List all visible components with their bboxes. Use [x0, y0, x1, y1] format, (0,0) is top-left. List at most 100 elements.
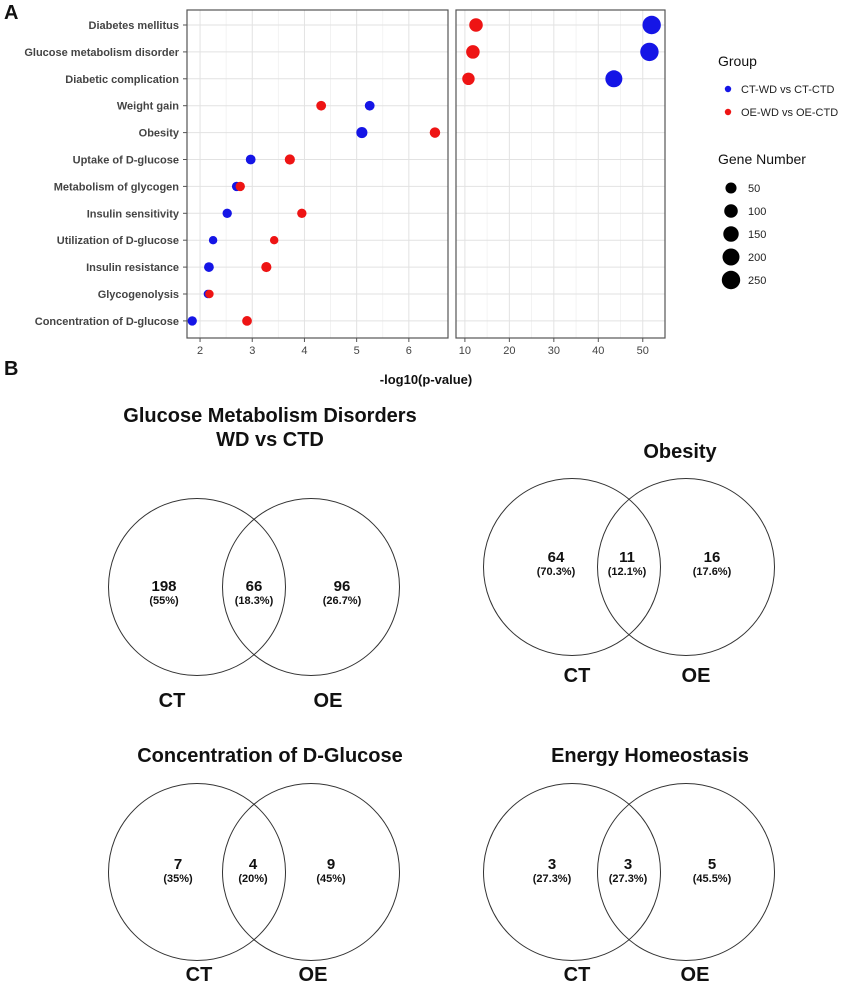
y-tick-label: Insulin sensitivity [87, 208, 180, 220]
venn-left-only: 7 (35%) [163, 856, 193, 886]
venn-left-only: 3 (27.3%) [533, 856, 572, 886]
venn-title-line1: Obesity [643, 441, 717, 463]
venn-count: 96 [333, 578, 351, 595]
venn-pct: (45.5%) [692, 873, 732, 885]
x-tick-label: 10 [459, 345, 471, 357]
panel-label-a: A [4, 2, 19, 24]
data-point [208, 235, 218, 245]
data-point [261, 262, 272, 273]
venn-count: 3 [623, 856, 633, 873]
venn-count: 64 [547, 549, 565, 566]
venn-right-only: 96 (26.7%) [322, 578, 362, 608]
y-tick-label: Concentration of D-glucose [35, 316, 179, 328]
venn-title-line2: WD vs CTD [216, 429, 324, 451]
venn-title: Energy Homeostasis [480, 744, 820, 768]
venn-count: 66 [245, 578, 263, 595]
venn-circle-oe [222, 783, 400, 961]
legend-key [724, 85, 732, 93]
x-tick-label: 20 [503, 345, 515, 357]
venn-set-label-oe: OE [313, 690, 343, 712]
venn-title: Concentration of D-Glucose [80, 744, 460, 768]
venn-title: Obesity [510, 440, 850, 464]
x-tick-label: 4 [301, 345, 307, 357]
legend-key [724, 108, 732, 116]
venn-pct: (20%) [238, 873, 268, 885]
legend-label: OE-WD vs OE-CTD [741, 107, 838, 119]
data-point [284, 154, 295, 165]
x-axis-label: -log10(p-value) [380, 372, 472, 387]
panel-label-b: B [4, 358, 19, 380]
legend-size-label: 100 [748, 206, 766, 218]
data-point [364, 100, 375, 111]
venn-pct: (17.6%) [692, 566, 732, 578]
y-tick-label: Weight gain [117, 101, 179, 113]
venn-pct: (27.3%) [608, 873, 648, 885]
data-point [187, 316, 197, 326]
venn-left-only: 198 (55%) [149, 578, 178, 608]
venn-circle-oe [222, 498, 400, 676]
data-point [462, 72, 475, 86]
y-tick-label: Glucose metabolism disorder [24, 47, 179, 59]
venn-circle-oe [597, 478, 775, 656]
venn-count: 3 [547, 856, 557, 873]
data-point [242, 316, 252, 326]
data-point [204, 262, 214, 272]
venn-count: 16 [703, 549, 721, 566]
legend-size-key [721, 270, 741, 290]
data-point [235, 181, 245, 192]
venn-set-label-oe: OE [681, 665, 711, 687]
y-tick-label: Diabetic complication [65, 74, 179, 86]
legend-size-title: Gene Number [718, 151, 806, 167]
data-point [640, 42, 659, 62]
venn-overlap: 11 (12.1%) [608, 550, 647, 579]
venn-set-label-oe: OE [680, 964, 710, 986]
venn-pct: (26.7%) [322, 595, 362, 607]
y-tick-label: Insulin resistance [86, 262, 179, 274]
legend-size-label: 200 [748, 252, 766, 264]
y-tick-label: Diabetes mellitus [89, 20, 179, 32]
venn-pct: (35%) [163, 873, 193, 885]
data-point [245, 154, 256, 165]
legend-label: CT-WD vs CT-CTD [741, 84, 835, 96]
data-point [466, 45, 480, 59]
panel-background [456, 10, 665, 338]
dot-plot-chart: 2 3 4 5 6 10 20 30 40 50 Diabetes mellitus Glucose … [24, 9, 838, 387]
legend-size-label: 150 [748, 229, 766, 241]
venn-right-only: 16 (17.6%) [692, 549, 732, 579]
legend-size-key [723, 226, 739, 242]
venn-left-only: 64 (70.3%) [537, 549, 576, 579]
data-point [356, 127, 368, 139]
data-point [316, 100, 327, 111]
venn-circle-oe [597, 783, 775, 961]
venn-title-line1: Energy Homeostasis [551, 745, 749, 767]
legend-size-label: 250 [748, 275, 766, 287]
venn-pct: (45%) [316, 873, 346, 885]
legend-group-title: Group [718, 53, 757, 69]
legend-size-key [722, 248, 740, 266]
panel-border [186, 9, 449, 339]
panel-border [455, 9, 666, 339]
venn-overlap: 4 (20%) [238, 857, 268, 886]
legend-size-label: 50 [748, 183, 760, 195]
venn-overlap: 3 (27.3%) [608, 856, 648, 886]
y-tick-label: Utilization of D-glucose [57, 235, 179, 247]
venn-count: 5 [707, 856, 717, 873]
data-point [205, 289, 214, 299]
venn-title: Glucose Metabolism Disorders WD vs CTD [100, 404, 440, 452]
venn-title-line1: Glucose Metabolism Disorders [123, 405, 417, 427]
venn-title-line1: Concentration of D-Glucose [137, 745, 403, 767]
venn-overlap: 66 (18.3%) [234, 578, 274, 608]
venn-pct: (18.3%) [234, 595, 274, 607]
data-point [642, 15, 661, 35]
data-point [429, 127, 441, 138]
y-tick-label: Glycogenolysis [98, 289, 179, 301]
venn-count: 9 [326, 856, 336, 873]
venn-set-label-ct: CT [185, 964, 213, 986]
venn-set-label-ct: CT [158, 690, 186, 712]
venn-right-only: 5 (45.5%) [692, 856, 732, 886]
x-tick-label: 40 [592, 345, 604, 357]
venn-right-only: 9 (45%) [316, 856, 346, 886]
venn-count: 198 [151, 578, 177, 595]
venn-count: 7 [173, 856, 183, 873]
data-point [605, 70, 623, 88]
